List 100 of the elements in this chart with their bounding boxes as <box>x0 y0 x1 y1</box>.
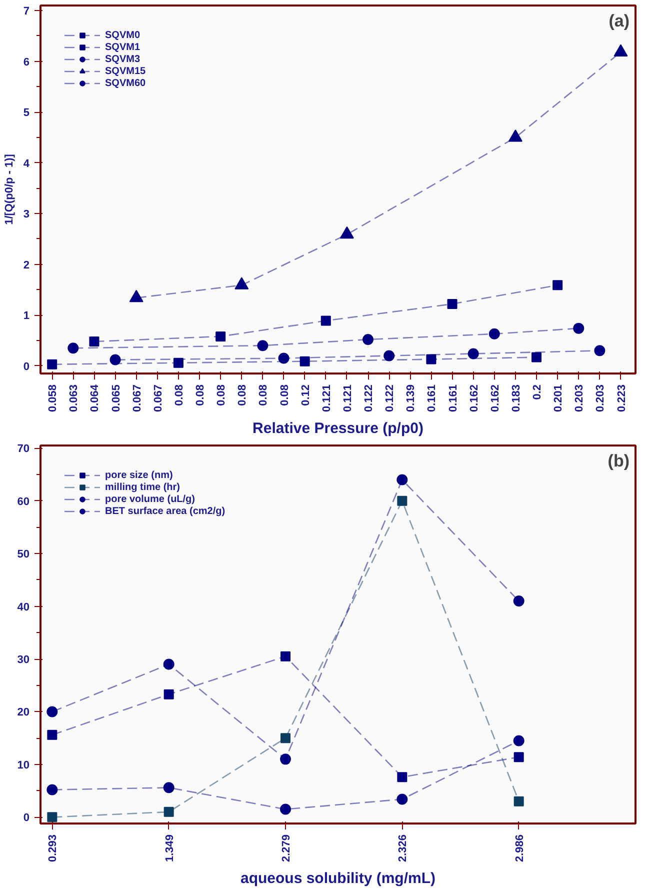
point <box>362 334 374 345</box>
x-axis-title: Relative Pressure (p/p0) <box>252 420 424 438</box>
point <box>532 352 542 362</box>
x-tick-label: 0.122 <box>384 384 396 412</box>
y-tick-label: 2 <box>23 259 30 272</box>
y-tick-label: 4 <box>23 158 30 170</box>
x-tick-label: 0.08 <box>194 384 207 406</box>
annotation: (b) <box>608 452 630 470</box>
point <box>426 354 436 364</box>
legend-label: SQVM0 <box>105 29 140 41</box>
y-tick-label: 6 <box>23 56 30 68</box>
point <box>46 706 58 718</box>
x-tick-label: 0.293 <box>47 834 60 862</box>
point <box>488 328 500 340</box>
point <box>397 772 408 782</box>
point <box>300 356 310 366</box>
legend-label: pore volume (uL/g) <box>105 493 195 505</box>
point <box>163 782 174 794</box>
point <box>514 796 524 806</box>
x-tick-label: 1.349 <box>164 834 176 862</box>
point <box>594 345 606 356</box>
x-tick-label: 2.326 <box>397 834 410 862</box>
y-tick-label: 50 <box>17 548 30 561</box>
point <box>164 806 174 817</box>
point <box>164 689 174 700</box>
legend-label: SQVM60 <box>105 77 146 89</box>
x-tick-label: 0.203 <box>594 384 607 412</box>
y-tick-label: 0 <box>23 360 30 373</box>
legend-label: pore size (nm) <box>105 469 173 481</box>
x-tick-label: 0.201 <box>552 384 565 412</box>
point <box>280 733 290 744</box>
x-axis-title: aqueous solubility (mg/mL) <box>240 870 436 888</box>
point <box>447 298 458 309</box>
x-tick-label: 0.2 <box>532 384 544 400</box>
point <box>47 812 58 822</box>
point <box>573 322 584 334</box>
x-tick-label: 0.064 <box>89 384 102 412</box>
point <box>468 348 479 360</box>
x-tick-label: 0.08 <box>173 384 186 406</box>
point <box>513 596 524 607</box>
point <box>47 730 58 740</box>
point <box>68 342 79 354</box>
y-tick-label: 10 <box>17 759 30 772</box>
x-tick-label: 0.08 <box>236 384 249 406</box>
x-tick-label: 2.986 <box>514 834 526 862</box>
y-tick-label: 20 <box>17 706 30 719</box>
point <box>234 277 249 290</box>
x-tick-label: 2.279 <box>280 834 292 862</box>
point <box>320 316 331 326</box>
point <box>508 129 522 142</box>
x-tick-label: 0.065 <box>110 384 122 412</box>
y-tick-label: 0 <box>23 812 30 824</box>
point <box>280 804 291 815</box>
x-tick-label: 0.223 <box>616 384 628 412</box>
y-tick-label: 40 <box>17 601 30 614</box>
legend-label: SQVM15 <box>105 65 146 77</box>
x-tick-label: 0.139 <box>405 384 418 412</box>
x-tick-label: 0.08 <box>258 384 270 406</box>
y-tick-label: 5 <box>23 107 30 120</box>
point <box>552 280 563 290</box>
point <box>110 354 121 366</box>
x-tick-label: 0.12 <box>300 384 312 406</box>
x-tick-label: 0.067 <box>152 384 164 412</box>
point <box>257 340 268 352</box>
annotation: (a) <box>608 12 630 30</box>
point <box>278 352 290 364</box>
point <box>163 658 174 670</box>
point <box>614 44 628 56</box>
point <box>89 336 100 347</box>
x-tick-label: 0.162 <box>489 384 502 412</box>
point <box>514 752 524 762</box>
x-tick-label: 0.162 <box>468 384 480 412</box>
y-tick-label: 70 <box>17 443 30 456</box>
point <box>173 358 184 368</box>
legend-label: SQVM3 <box>105 53 140 65</box>
y-tick-label: 7 <box>23 6 30 18</box>
point <box>129 290 144 302</box>
y-axis-title: 1/[Q(p0/p - 1)] <box>3 154 16 225</box>
y-tick-label: 1 <box>23 310 30 322</box>
point <box>280 651 290 662</box>
x-tick-label: 0.08 <box>278 384 291 406</box>
y-tick-label: 60 <box>17 496 30 508</box>
x-tick-label: 0.183 <box>510 384 522 412</box>
point <box>280 754 291 765</box>
x-tick-label: 0.122 <box>363 384 376 412</box>
legend-label: BET surface area (cm2/g) <box>105 505 226 517</box>
x-tick-label: 0.203 <box>574 384 586 412</box>
point <box>397 496 408 506</box>
x-tick-label: 0.08 <box>216 384 228 406</box>
x-tick-label: 0.121 <box>320 384 333 412</box>
point <box>513 735 524 746</box>
y-tick-label: 3 <box>23 208 30 221</box>
y-tick-label: 30 <box>17 654 30 666</box>
x-tick-label: 0.067 <box>131 384 144 412</box>
point <box>396 474 408 486</box>
x-tick-label: 0.058 <box>47 384 60 412</box>
x-tick-label: 0.161 <box>426 384 438 412</box>
legend-label: milling time (hr) <box>105 481 180 493</box>
point <box>47 359 58 370</box>
x-tick-label: 0.121 <box>342 384 354 412</box>
